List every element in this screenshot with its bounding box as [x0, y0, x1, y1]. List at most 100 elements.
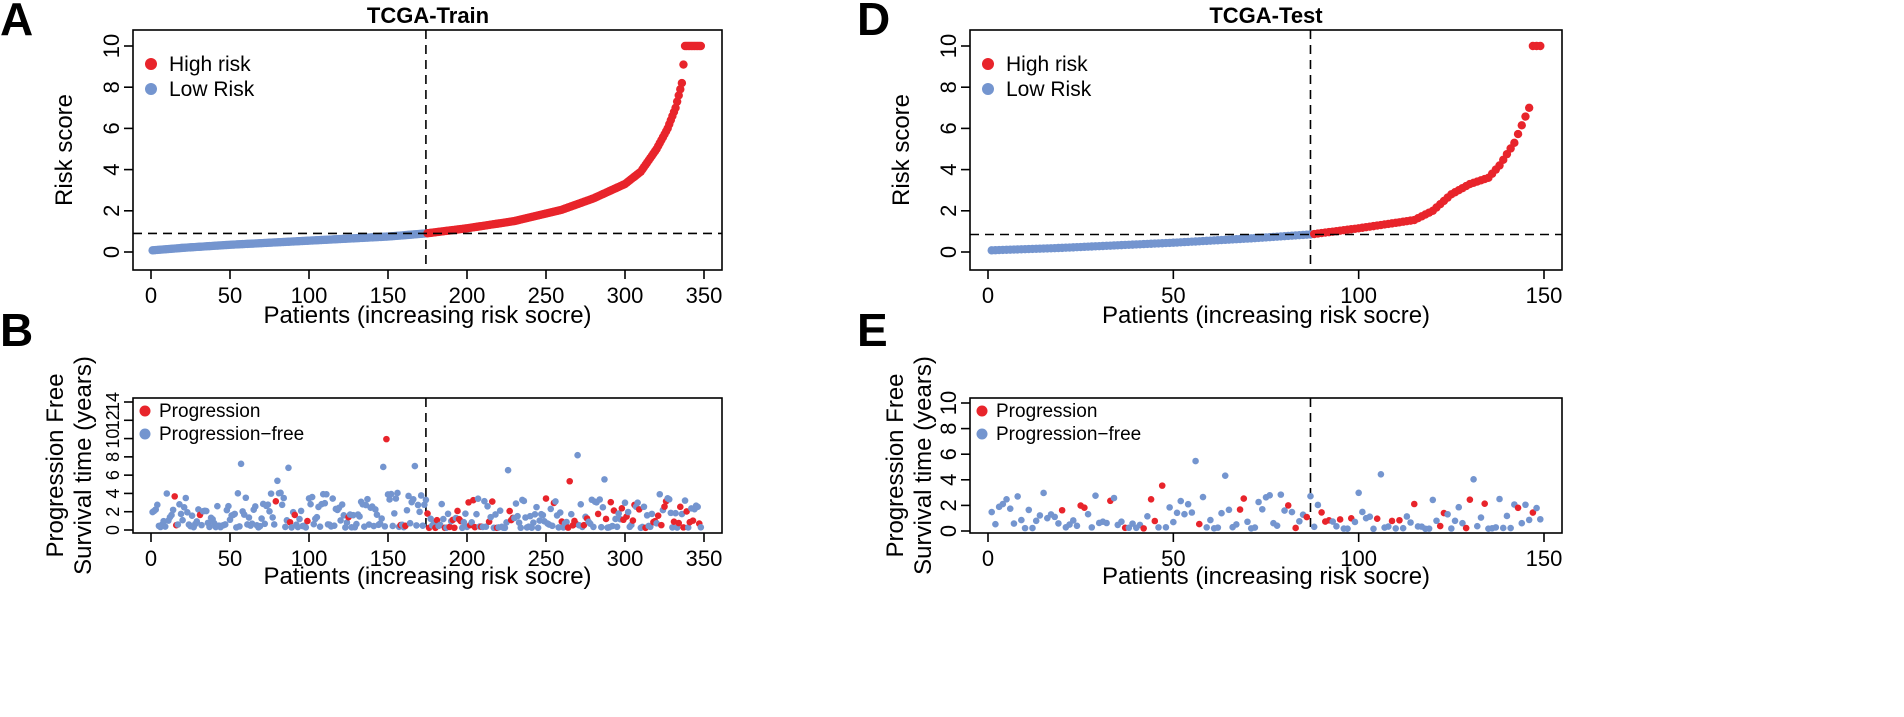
- x-axis: 0 50 100 150 200 250 300 350: [145, 533, 722, 571]
- progression-free-point: [1433, 517, 1440, 525]
- progression-free-point: [1385, 523, 1392, 530]
- y-tick-label: 12: [103, 410, 123, 430]
- progression-free-point: [999, 500, 1007, 508]
- progression-free-point: [251, 503, 259, 510]
- progression-point: [383, 435, 390, 443]
- progression-free-point: [1258, 505, 1266, 513]
- y-tick-label: 2: [103, 507, 123, 517]
- progression-free-point: [1207, 516, 1214, 524]
- progression-free-point: [242, 494, 250, 502]
- progression-free-point: [552, 498, 559, 505]
- progression-free-point: [599, 504, 607, 511]
- progression-free-point: [530, 519, 537, 527]
- progression-free-point: [1273, 522, 1281, 529]
- y-axis-label: Survival time (years): [70, 356, 97, 575]
- y-axis-label: Risk score: [888, 94, 915, 206]
- progression-point: [454, 507, 461, 515]
- progression-free-point: [269, 514, 276, 521]
- progression-free-point: [231, 510, 239, 518]
- progression-free-point: [1184, 500, 1192, 508]
- x-tick-label: 0: [145, 546, 157, 571]
- progression-free-point: [1503, 512, 1511, 520]
- progression-free-point: [154, 501, 161, 509]
- progression-point: [675, 519, 683, 527]
- progression-free-point: [473, 510, 480, 518]
- x-tick-label: 200: [449, 283, 486, 308]
- progression-free-point: [1307, 492, 1314, 500]
- x-tick-label: 50: [218, 283, 242, 308]
- progression-free-point: [245, 514, 253, 521]
- y-axis: 0 2 4 6 8 10: [936, 391, 970, 537]
- progression-free-point: [697, 523, 705, 531]
- plot-frame: [969, 397, 1563, 534]
- progression-free-point: [501, 524, 509, 532]
- high-risk-point: [1510, 138, 1519, 148]
- progression-point: [661, 503, 668, 510]
- progression-free-point: [444, 510, 452, 518]
- chart-title: TCGA-Test: [1209, 3, 1323, 28]
- progression-free-point: [403, 506, 411, 514]
- progression-free-point: [684, 524, 692, 531]
- progression-free-point: [612, 515, 619, 523]
- progression-free-point: [1507, 524, 1514, 532]
- panel-d: D TCGA-Test 0 50 100 150 0 2 4 6 8 10 Patients (incr…: [857, 0, 1563, 329]
- progression-free-point: [270, 521, 278, 528]
- progression-free-point: [313, 513, 321, 521]
- x-axis-label: Patients (increasing risk socre): [1102, 563, 1430, 590]
- y-axis-label: Survival time (years): [910, 356, 937, 575]
- progression-free-point: [234, 490, 242, 497]
- progression-free-point: [1088, 524, 1096, 531]
- progression-point: [1284, 502, 1292, 509]
- progression-point: [291, 511, 299, 519]
- progression-point: [629, 517, 637, 524]
- y-tick-label: 10: [103, 429, 123, 449]
- progression-free-point: [1221, 472, 1229, 479]
- y-tick-label: 4: [936, 474, 961, 486]
- y-tick-label: 4: [103, 488, 123, 498]
- progression-free-point: [337, 517, 344, 524]
- progression-free-point: [1392, 525, 1400, 532]
- progression-free-point: [1448, 525, 1455, 532]
- progression-free-point: [161, 523, 169, 530]
- y-axis-label: Progression Free: [42, 373, 69, 557]
- x-tick-label: 50: [218, 546, 242, 571]
- progression-free-point: [1084, 510, 1092, 518]
- progression-free-point: [531, 511, 539, 518]
- progression-point: [1462, 524, 1470, 532]
- progression-point: [542, 495, 550, 502]
- x-tick-label: 200: [449, 546, 486, 571]
- progression-point: [1140, 525, 1147, 532]
- progression-free-point: [391, 510, 398, 517]
- progression-free-point: [163, 490, 171, 497]
- progression-free-point: [1181, 510, 1188, 518]
- progression-free-point: [504, 466, 512, 474]
- progression-free-point: [1203, 524, 1210, 531]
- progression-free-point: [539, 511, 547, 519]
- progression-free-point: [1525, 516, 1533, 524]
- progression-free-point: [343, 519, 351, 526]
- progression-point: [1147, 495, 1155, 503]
- panel-letter: E: [857, 304, 888, 356]
- progression-free-point: [1162, 524, 1170, 531]
- progression-free-point: [596, 496, 604, 503]
- progression-free-point: [179, 516, 186, 524]
- progression-free-point: [1470, 476, 1477, 483]
- progression-free-point: [567, 510, 575, 518]
- progression-free-point: [1281, 507, 1288, 514]
- progression-point: [618, 504, 626, 512]
- progression-free-point: [267, 490, 275, 497]
- x-tick-label: 0: [982, 283, 994, 308]
- y-tick-label: 8: [103, 452, 123, 462]
- progression-free-point: [381, 523, 389, 530]
- progression-free-point: [1233, 521, 1240, 528]
- progression-free-point: [1110, 494, 1118, 502]
- x-tick-label: 150: [370, 283, 407, 308]
- progression-free-point: [1359, 508, 1366, 516]
- progression-point: [658, 521, 665, 529]
- progression-point: [1195, 520, 1203, 528]
- progression-free-point: [414, 501, 422, 509]
- progression-free-point: [574, 451, 581, 459]
- y-tick-label: 10: [936, 34, 961, 58]
- x-tick-label: 350: [686, 546, 723, 571]
